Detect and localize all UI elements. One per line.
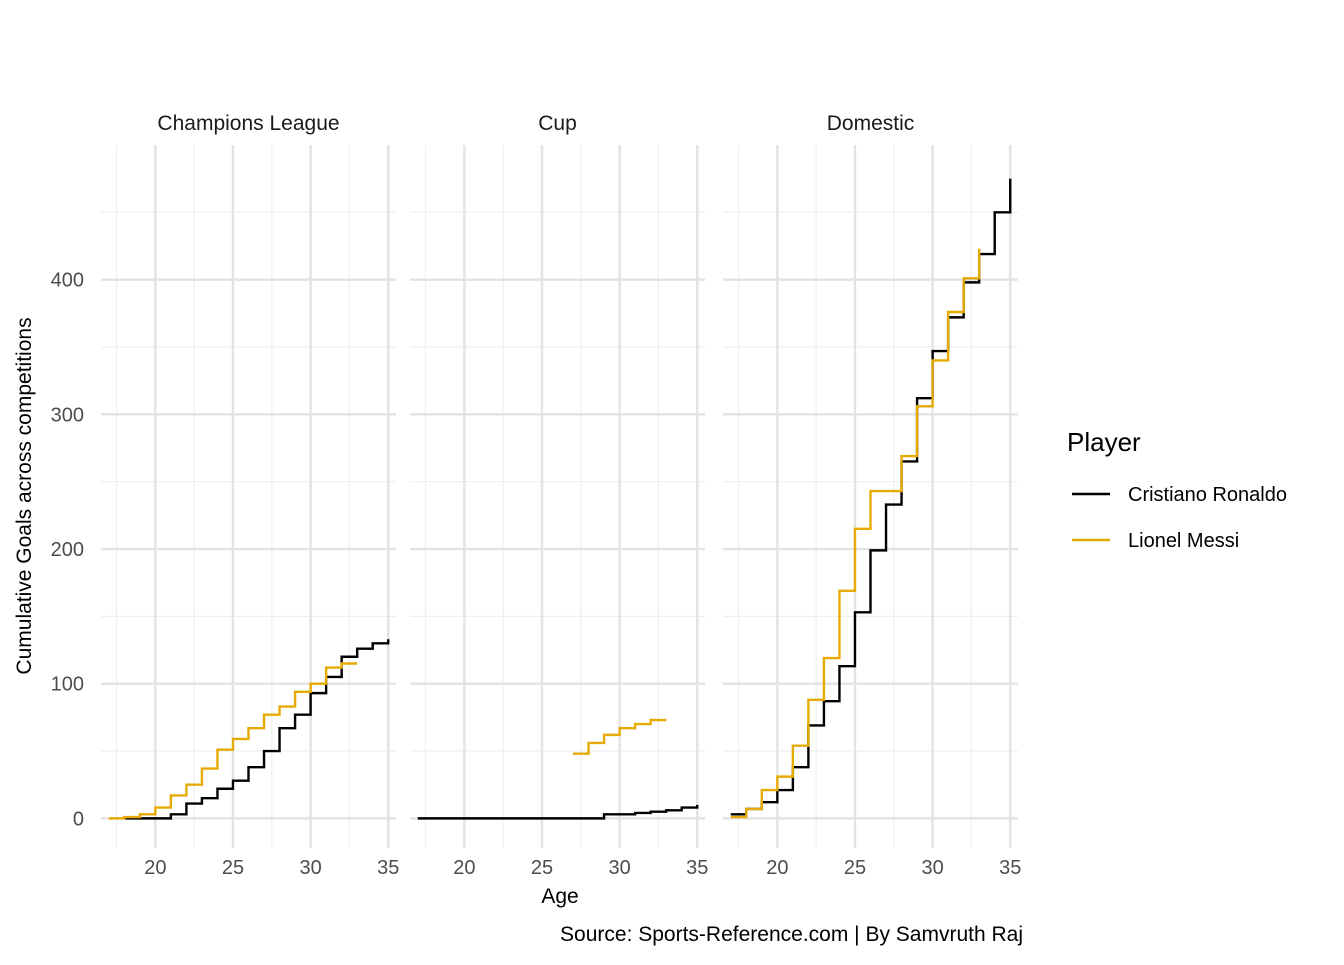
- series-line-lionel-messi: [573, 718, 667, 755]
- x-tick-label: 20: [453, 857, 475, 879]
- facet-label-champions-league: Champions League: [157, 112, 339, 135]
- caption: Source: Sports-Reference.com | By Samvru…: [560, 923, 1023, 946]
- facet-label-cup: Cup: [538, 112, 577, 135]
- x-tick-label: 25: [222, 857, 244, 879]
- series-line-cristiano-ronaldo: [124, 639, 390, 820]
- series-line-lionel-messi: [108, 662, 358, 820]
- legend-title: Player: [1067, 427, 1141, 457]
- panel-domestic: Domestic 20 25 30 35: [723, 112, 1021, 879]
- x-tick-label: 30: [608, 857, 630, 879]
- x-tick-label: 20: [766, 857, 788, 879]
- x-tick-label: 30: [299, 857, 321, 879]
- panel-cup: Cup 20 25 30 35: [410, 112, 708, 879]
- y-tick-label: 200: [51, 539, 84, 561]
- x-tick-label: 25: [531, 857, 553, 879]
- legend: Player Cristiano Ronaldo Lionel Messi: [1067, 427, 1287, 552]
- x-tick-label: 25: [844, 857, 866, 879]
- x-tick-label: 20: [144, 857, 166, 879]
- legend-label-lionel-messi: Lionel Messi: [1128, 530, 1239, 552]
- facet-label-domestic: Domestic: [827, 112, 915, 135]
- x-tick-label: 35: [686, 857, 708, 879]
- series-line-cristiano-ronaldo: [417, 804, 699, 820]
- y-tick-label: 100: [51, 674, 84, 696]
- x-tick-label: 30: [921, 857, 943, 879]
- y-tick-label: 300: [51, 404, 84, 426]
- panel-champions-league: Champions League 20 25 30 35: [101, 112, 399, 879]
- y-tick-label: 400: [51, 270, 84, 292]
- legend-label-cristiano-ronaldo: Cristiano Ronaldo: [1128, 484, 1287, 506]
- y-tick-label: 0: [73, 808, 84, 830]
- x-tick-label: 35: [377, 857, 399, 879]
- y-axis-title: Cumulative Goals across competitions: [13, 317, 36, 674]
- x-axis-title: Age: [541, 885, 578, 908]
- series-line-lionel-messi: [730, 248, 981, 819]
- x-tick-label: 35: [999, 857, 1021, 879]
